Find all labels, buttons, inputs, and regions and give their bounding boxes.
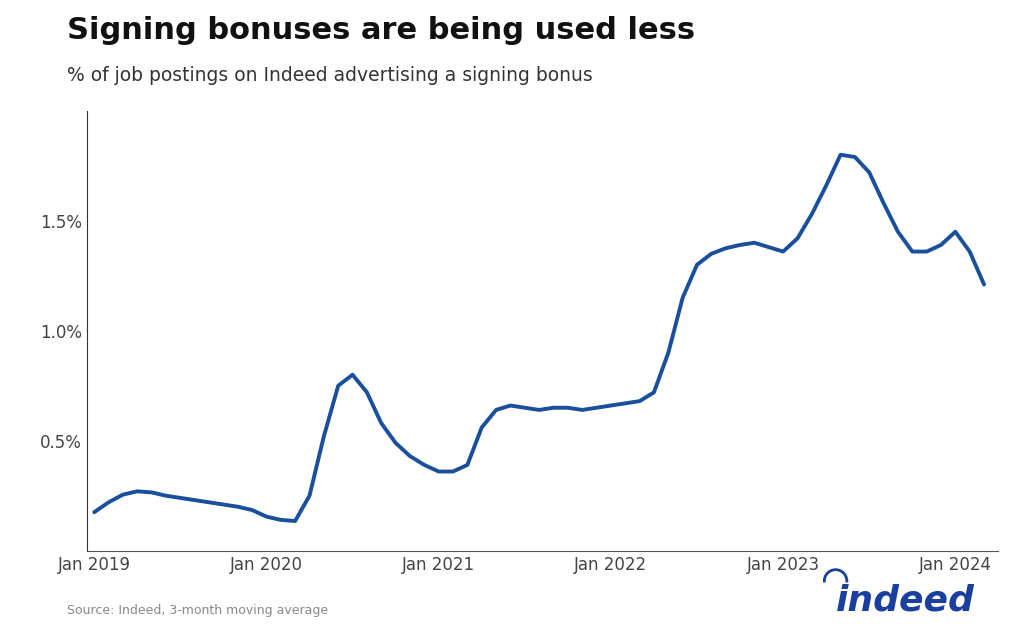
Text: Signing bonuses are being used less: Signing bonuses are being used less bbox=[67, 16, 694, 45]
Text: Source: Indeed, 3-month moving average: Source: Indeed, 3-month moving average bbox=[67, 604, 328, 617]
Text: indeed: indeed bbox=[836, 583, 975, 617]
Text: % of job postings on Indeed advertising a signing bonus: % of job postings on Indeed advertising … bbox=[67, 66, 592, 85]
